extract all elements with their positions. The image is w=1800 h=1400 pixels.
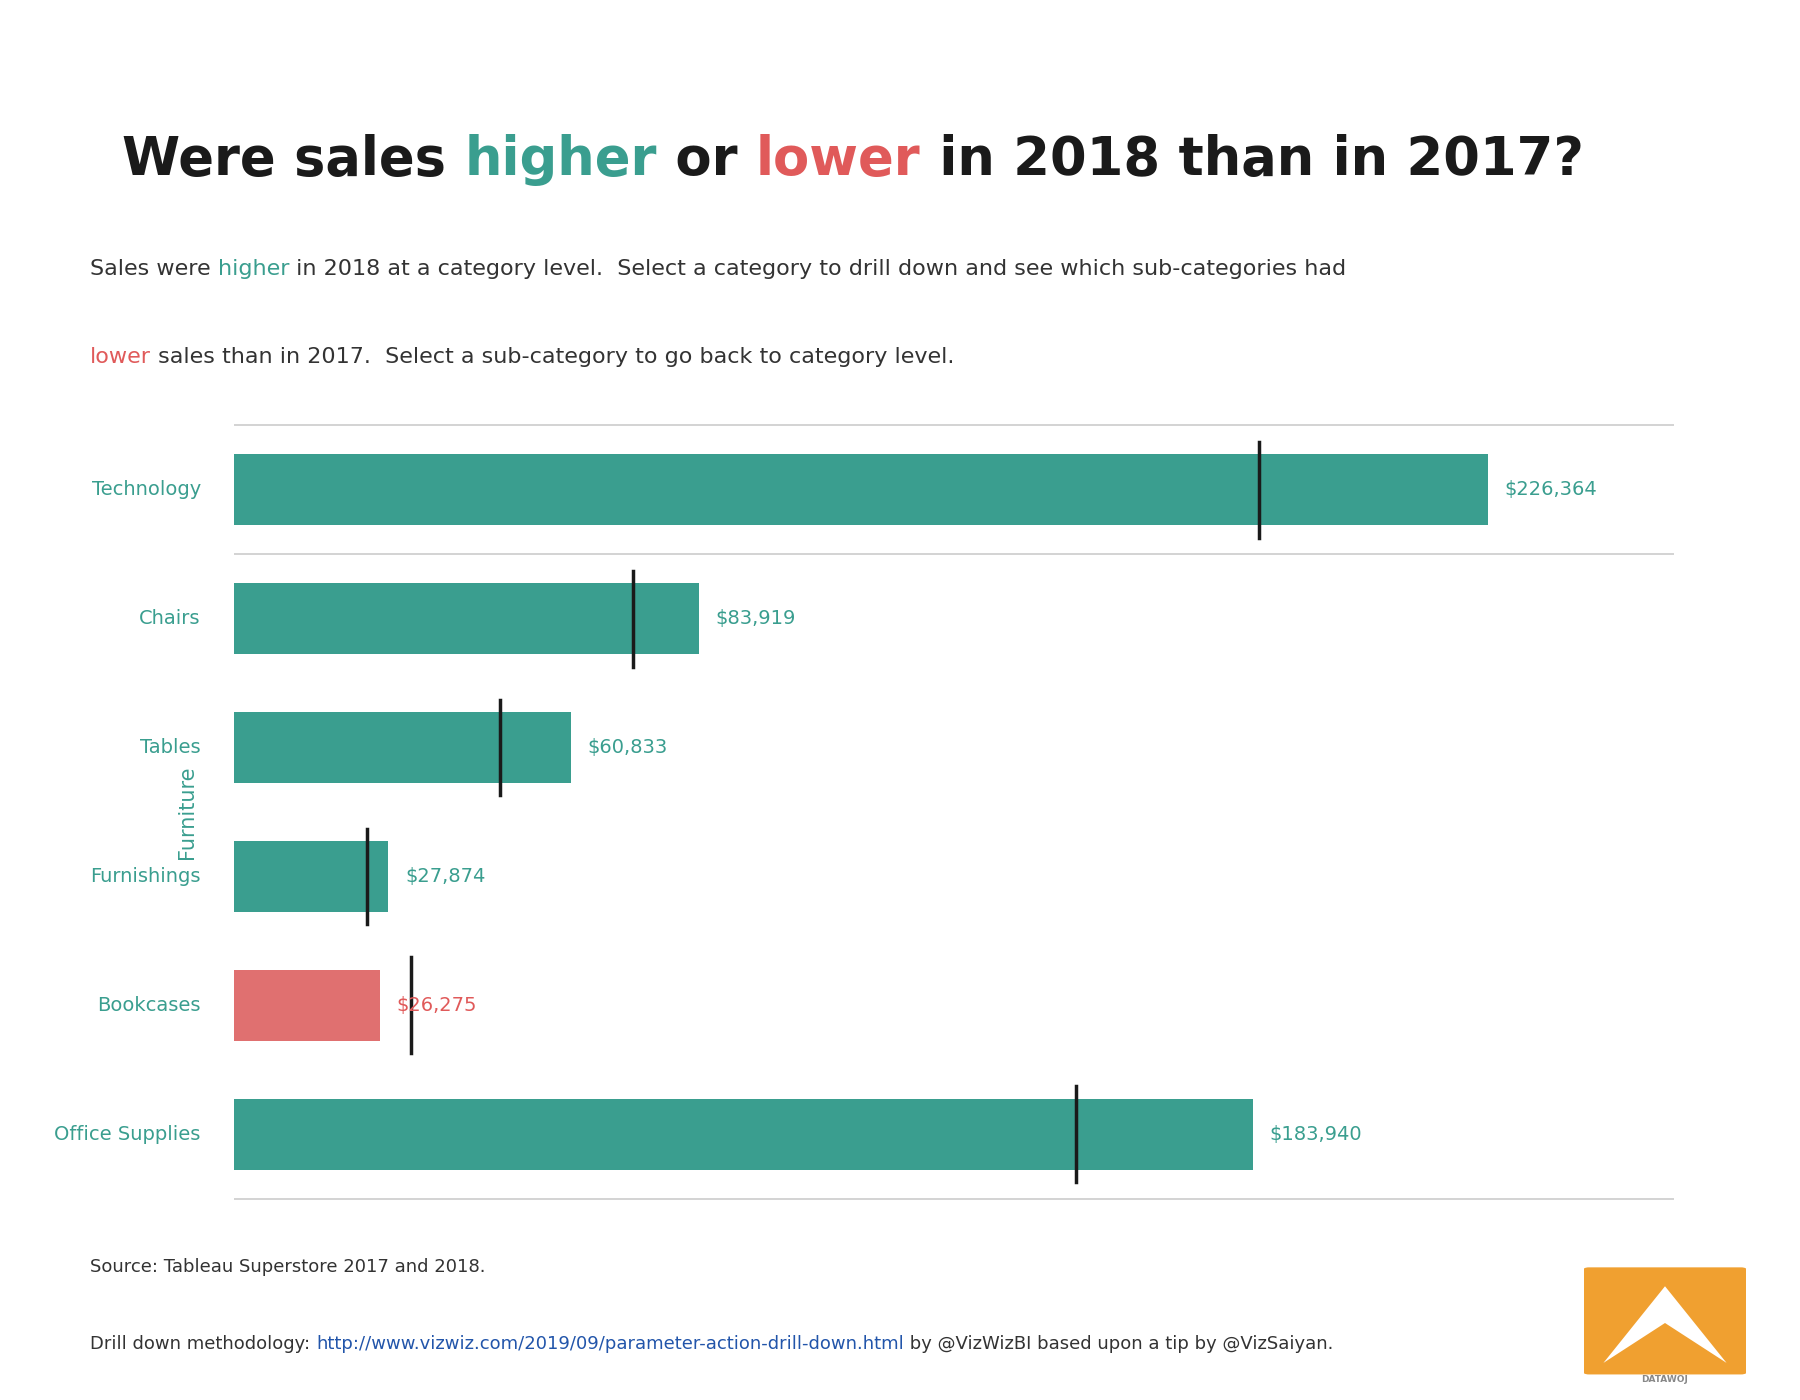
Bar xyxy=(234,841,389,911)
Bar xyxy=(234,1099,1253,1169)
Text: in 2018 than in 2017?: in 2018 than in 2017? xyxy=(920,133,1584,186)
Text: Chairs: Chairs xyxy=(139,609,202,629)
Text: http://www.vizwiz.com/2019/09/parameter-action-drill-down.html: http://www.vizwiz.com/2019/09/parameter-… xyxy=(315,1336,904,1352)
Text: $60,833: $60,833 xyxy=(587,738,668,757)
Text: by @VizWizBI based upon a tip by @VizSaiyan.: by @VizWizBI based upon a tip by @VizSai… xyxy=(904,1336,1334,1352)
Text: Furniture: Furniture xyxy=(176,766,198,858)
Text: Drill down methodology:: Drill down methodology: xyxy=(90,1336,315,1352)
Bar xyxy=(234,584,698,654)
Text: sales than in 2017.  Select a sub-category to go back to category level.: sales than in 2017. Select a sub-categor… xyxy=(151,347,954,367)
Polygon shape xyxy=(1665,1287,1726,1364)
Text: in 2018 at a category level.  Select a category to drill down and see which sub-: in 2018 at a category level. Select a ca… xyxy=(290,259,1346,279)
Text: DATAWOJ: DATAWOJ xyxy=(1642,1375,1688,1385)
Text: higher: higher xyxy=(218,259,290,279)
Text: higher: higher xyxy=(464,133,657,186)
Text: Office Supplies: Office Supplies xyxy=(54,1124,202,1144)
Text: Tables: Tables xyxy=(140,738,202,757)
FancyBboxPatch shape xyxy=(1582,1267,1748,1375)
Text: lower: lower xyxy=(756,133,920,186)
Polygon shape xyxy=(1604,1287,1665,1364)
Text: $83,919: $83,919 xyxy=(715,609,796,629)
Text: $27,874: $27,874 xyxy=(405,867,486,886)
Bar xyxy=(234,713,571,783)
Bar xyxy=(234,455,1489,525)
Text: $226,364: $226,364 xyxy=(1505,480,1597,500)
Text: Technology: Technology xyxy=(92,480,202,500)
Text: Sales were: Sales were xyxy=(90,259,218,279)
Text: Source: Tableau Superstore 2017 and 2018.: Source: Tableau Superstore 2017 and 2018… xyxy=(90,1259,486,1275)
Text: or: or xyxy=(657,133,756,186)
Text: $183,940: $183,940 xyxy=(1269,1124,1363,1144)
Text: lower: lower xyxy=(90,347,151,367)
Text: Furnishings: Furnishings xyxy=(90,867,202,886)
Text: Were sales: Were sales xyxy=(122,133,464,186)
Bar xyxy=(234,970,380,1040)
Text: Bookcases: Bookcases xyxy=(97,995,202,1015)
Text: $26,275: $26,275 xyxy=(396,995,477,1015)
